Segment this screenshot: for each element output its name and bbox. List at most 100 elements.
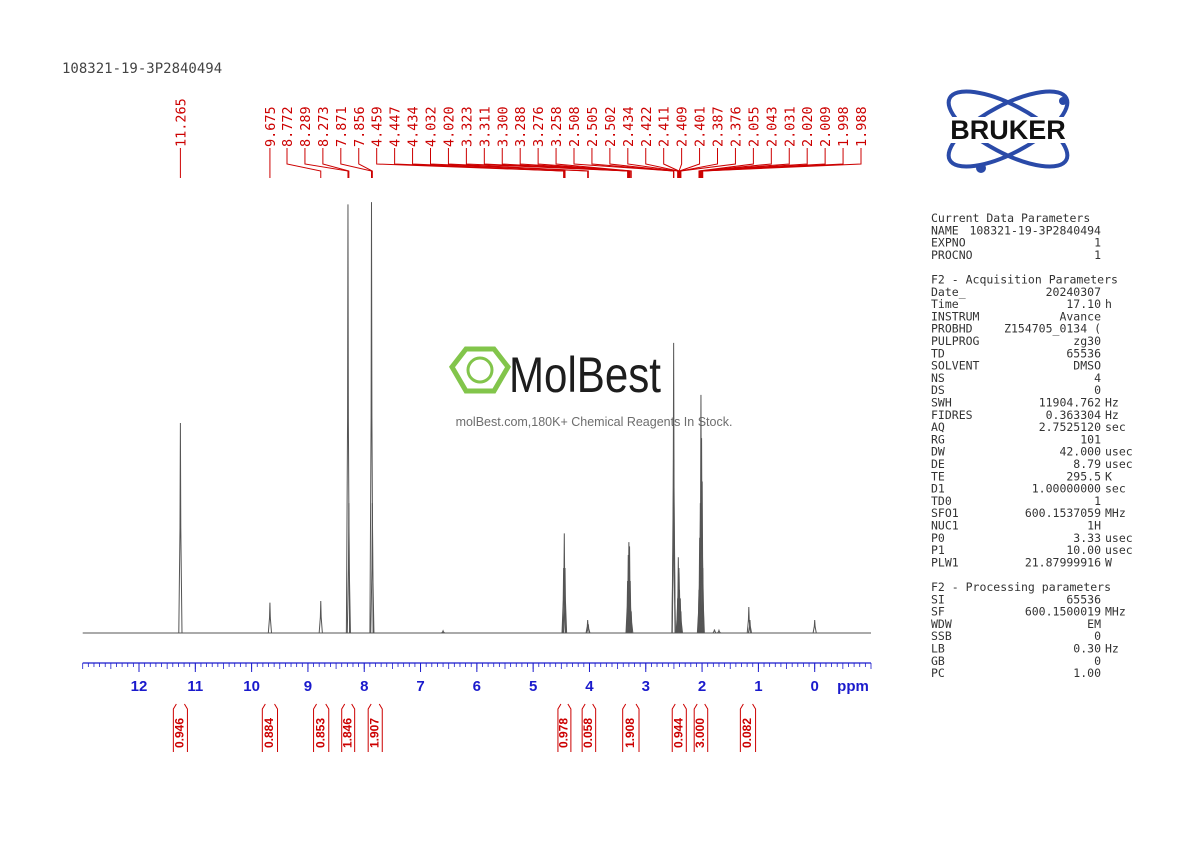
parameter-value: 1 [1094,248,1101,262]
integral-label: 0.944 [671,718,685,748]
logo-orbit [946,89,1070,169]
parameter-name: PLW1 [931,555,959,569]
peak-connector [645,148,679,178]
peak-label: 3.276 [531,106,547,147]
spectrum-peak [562,568,568,634]
integral-bracket [172,703,188,752]
parameter-name: PULPROG [931,334,980,348]
peak-label: 2.401 [693,106,709,147]
integral-bracket [313,703,330,752]
peak-label: 9.675 [263,106,279,147]
integral-bracket [622,703,640,752]
peak-connector [519,148,631,178]
watermark-ring [466,356,494,384]
parameter-name: D1 [931,482,945,496]
parameter-name: FIDRES [931,408,973,422]
integral-bracket [671,703,687,752]
integral-bracket [739,703,757,752]
spectrum-peak [346,503,351,634]
parameter-value: 0.30 [1073,642,1101,656]
parameter-value: 65536 [1066,346,1101,360]
peak-label: 3.288 [513,106,529,147]
logo-dot [976,163,986,173]
integral-label: 0.082 [740,718,754,748]
spectrum-peak [267,602,273,634]
peak-label: 7.871 [334,106,350,147]
spectrum-peak [178,422,183,634]
parameter-name: LB [931,642,945,656]
peak-connector [340,148,372,178]
parameter-unit: sec [1105,420,1126,434]
peak-connector [322,148,350,178]
parameter-value: 1 [1094,494,1101,508]
parameter-name: DE [931,457,945,471]
parameter-value: EM [1087,617,1101,631]
parameter-unit: usec [1105,543,1133,557]
parameter-value: 1 [1094,236,1101,250]
peak-connector [680,148,736,178]
integral-label: 1.907 [367,718,381,748]
peak-label: 8.772 [280,106,296,147]
parameter-value: 0 [1094,383,1101,397]
parameter-unit: K [1105,469,1112,483]
parameter-name: NUC1 [931,519,959,533]
parameter-value: Z154705_0134 ( [1004,322,1101,336]
peak-connector [702,148,862,178]
peak-label: 3.311 [477,106,493,147]
integral-label: 0.978 [557,718,571,748]
integral-label: 0.058 [581,718,595,748]
integral-label: 0.884 [262,718,276,748]
parameter-name: DS [931,383,945,397]
peak-label: 4.447 [388,106,404,147]
peak-label: 11.265 [173,98,189,147]
parameter-value: 3.33 [1073,531,1101,545]
logo-dot [1059,97,1067,105]
x-tick-label: 2 [698,678,706,695]
watermark-brand: MolBest [509,347,661,403]
parameter-name: TD [931,346,945,360]
parameter-name: PROBHD [931,322,973,336]
watermark: MolBest molBest.com,180K+ Chemical Reage… [448,346,732,429]
parameter-name: NS [931,371,945,385]
parameter-name: AQ [931,420,945,434]
x-tick-label: 11 [187,678,203,695]
parameter-unit: MHz [1105,605,1126,619]
peak-connector [701,148,826,178]
parameter-name: TE [931,469,945,483]
parameter-value: 10.00 [1066,543,1101,557]
parameter-value: 600.1500019 [1025,605,1101,619]
parameter-value: 17.10 [1066,297,1101,311]
x-tick-label: 0 [811,678,819,695]
peak-connector [555,148,632,178]
peak-label: 4.020 [441,106,457,147]
parameter-value: 295.5 [1066,469,1101,483]
minor-signal [747,619,753,634]
parameter-value: 0.363304 [1046,408,1101,422]
peak-connector [501,148,630,178]
parameter-name: RG [931,432,945,446]
peak-label: 1.988 [854,106,870,147]
x-tick-label: 3 [642,678,650,695]
integral-bracket [261,703,279,752]
integral-label: 0.853 [313,718,327,748]
x-tick-label: 5 [529,678,537,695]
peak-connector [412,148,566,178]
peak-label: 8.273 [316,106,332,147]
spectrum-peak [318,600,323,634]
peak-label: 2.434 [621,106,637,147]
parameter-unit: MHz [1105,506,1126,520]
parameter-value: 21.87999916 [1025,555,1101,569]
x-tick-label: 8 [360,678,368,695]
x-tick-label: 10 [243,678,260,695]
peak-label: 8.289 [298,106,314,147]
x-tick-label: 12 [131,678,148,695]
sample-title: 108321-19-3P2840494 [62,61,222,77]
peak-label: 2.422 [639,106,655,147]
logo-band [924,117,1092,143]
parameter-value: 20240307 [1046,285,1101,299]
peak-label: 2.020 [800,106,816,147]
watermark-hexagon [448,346,512,394]
peak-label: 2.009 [818,106,834,147]
